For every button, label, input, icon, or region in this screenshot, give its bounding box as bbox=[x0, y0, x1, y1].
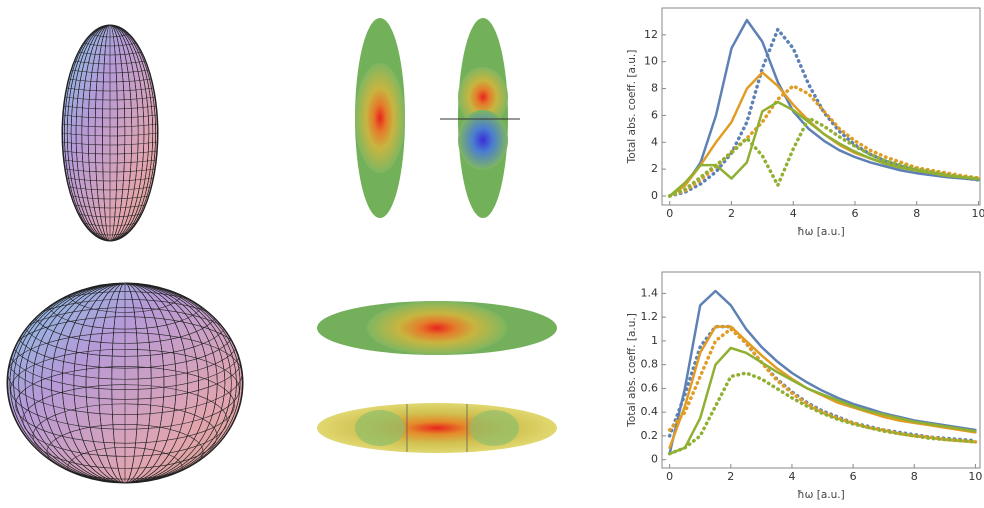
mesh-meridian bbox=[87, 25, 133, 241]
series-line-dotted bbox=[667, 371, 978, 456]
mesh-parallel bbox=[74, 60, 146, 65]
mesh-parallel bbox=[67, 447, 183, 483]
x-tick-label: 6 bbox=[851, 207, 858, 220]
mesh-meridian bbox=[111, 283, 139, 483]
mesh-meridian bbox=[85, 283, 165, 483]
series-line bbox=[668, 346, 977, 455]
series-line-dotted bbox=[667, 116, 981, 198]
y-tick-label: 1.2 bbox=[641, 310, 659, 323]
series-line bbox=[668, 325, 977, 450]
mesh-meridian bbox=[41, 283, 209, 483]
mesh-parallel bbox=[62, 114, 158, 119]
x-tick-label: 10 bbox=[968, 470, 982, 483]
mesh-meridian bbox=[61, 283, 189, 483]
y-tick-label: 0.6 bbox=[641, 381, 659, 394]
mesh-parallel bbox=[63, 159, 157, 164]
mesh-meridian bbox=[70, 25, 150, 241]
mesh-meridian bbox=[18, 283, 232, 483]
series-line bbox=[668, 18, 980, 198]
series-line-dotted bbox=[667, 324, 978, 443]
mesh-parallel bbox=[66, 177, 154, 182]
mesh-parallel bbox=[66, 87, 154, 92]
ellipsoid-oblate bbox=[7, 283, 243, 483]
x-tick-label: 4 bbox=[788, 470, 795, 483]
mesh-parallel bbox=[68, 186, 152, 191]
mesh-parallel bbox=[64, 96, 156, 101]
mesh-meridian bbox=[102, 25, 118, 241]
mesh-meridian bbox=[81, 25, 139, 241]
mesh-parallel bbox=[15, 366, 235, 444]
x-axis-label: ħω [a.u.] bbox=[797, 226, 844, 238]
mesh-parallel bbox=[62, 150, 158, 155]
mesh-parallel bbox=[83, 222, 137, 227]
x-axis-label: ħω [a.u.] bbox=[797, 489, 844, 501]
y-tick-label: 1 bbox=[651, 334, 658, 347]
mesh-meridian bbox=[13, 283, 237, 483]
mesh-meridian bbox=[24, 283, 226, 483]
mesh-parallel bbox=[46, 424, 204, 480]
plot-frame bbox=[661, 271, 981, 469]
x-tick-label: 4 bbox=[790, 207, 797, 220]
mesh-parallel bbox=[90, 33, 130, 38]
y-axis-label: Total abs. coeff. [a.u.] bbox=[626, 313, 638, 428]
mesh-meridian bbox=[73, 283, 177, 483]
mesh-parallel bbox=[62, 132, 158, 137]
mesh-meridian bbox=[66, 25, 154, 241]
mesh-parallel bbox=[64, 168, 156, 173]
y-tick-label: 10 bbox=[644, 55, 658, 68]
mesh-meridian bbox=[98, 283, 152, 483]
mesh-parallel bbox=[7, 316, 243, 400]
y-tick-label: 1.4 bbox=[641, 286, 659, 299]
y-tick-label: 4 bbox=[651, 135, 658, 148]
mesh-meridian bbox=[9, 283, 241, 483]
mesh-parallel bbox=[90, 231, 130, 236]
x-tick-label: 8 bbox=[911, 470, 918, 483]
mesh-meridian bbox=[94, 25, 126, 241]
mesh-parallel bbox=[70, 195, 150, 200]
y-tick-label: 2 bbox=[651, 162, 658, 175]
mesh-meridian bbox=[51, 283, 199, 483]
y-tick-label: 0 bbox=[651, 189, 658, 202]
ellipsoid-outline bbox=[6, 282, 244, 484]
series-line bbox=[668, 289, 977, 455]
mesh-parallel bbox=[62, 123, 158, 128]
y-tick-label: 0.2 bbox=[641, 429, 659, 442]
mesh-meridian bbox=[7, 283, 243, 483]
y-tick-label: 8 bbox=[651, 82, 658, 95]
mesh-parallel bbox=[78, 51, 142, 56]
mesh-parallel bbox=[22, 384, 228, 457]
y-tick-label: 0.8 bbox=[641, 358, 659, 371]
mesh-parallel bbox=[74, 204, 146, 209]
plot-frame bbox=[661, 7, 981, 206]
mesh-parallel bbox=[32, 403, 218, 469]
x-tick-label: 2 bbox=[727, 470, 734, 483]
x-tick-label: 10 bbox=[971, 207, 984, 220]
x-tick-label: 2 bbox=[728, 207, 735, 220]
ellipsoid-outline bbox=[61, 24, 159, 242]
mesh-parallel bbox=[10, 348, 240, 430]
mesh-parallel bbox=[68, 78, 152, 83]
y-tick-label: 0.4 bbox=[641, 405, 659, 418]
density-plots bbox=[317, 18, 557, 453]
x-tick-label: 0 bbox=[666, 207, 673, 220]
x-tick-label: 0 bbox=[666, 470, 673, 483]
mesh-parallel bbox=[62, 141, 158, 146]
y-tick-label: 0 bbox=[651, 453, 658, 466]
mesh-meridian bbox=[75, 25, 145, 241]
x-tick-label: 6 bbox=[850, 470, 857, 483]
mesh-parallel bbox=[63, 105, 157, 110]
y-axis-label: Total abs. coeff. [a.u.] bbox=[626, 50, 638, 165]
mesh-parallel bbox=[83, 42, 137, 47]
mesh-parallel bbox=[78, 213, 142, 218]
ellipsoid-prolate bbox=[62, 25, 158, 241]
mesh-meridian bbox=[32, 283, 218, 483]
y-tick-label: 6 bbox=[651, 108, 658, 121]
x-tick-label: 8 bbox=[913, 207, 920, 220]
mesh-parallel bbox=[70, 69, 150, 74]
y-tick-label: 12 bbox=[644, 28, 658, 41]
